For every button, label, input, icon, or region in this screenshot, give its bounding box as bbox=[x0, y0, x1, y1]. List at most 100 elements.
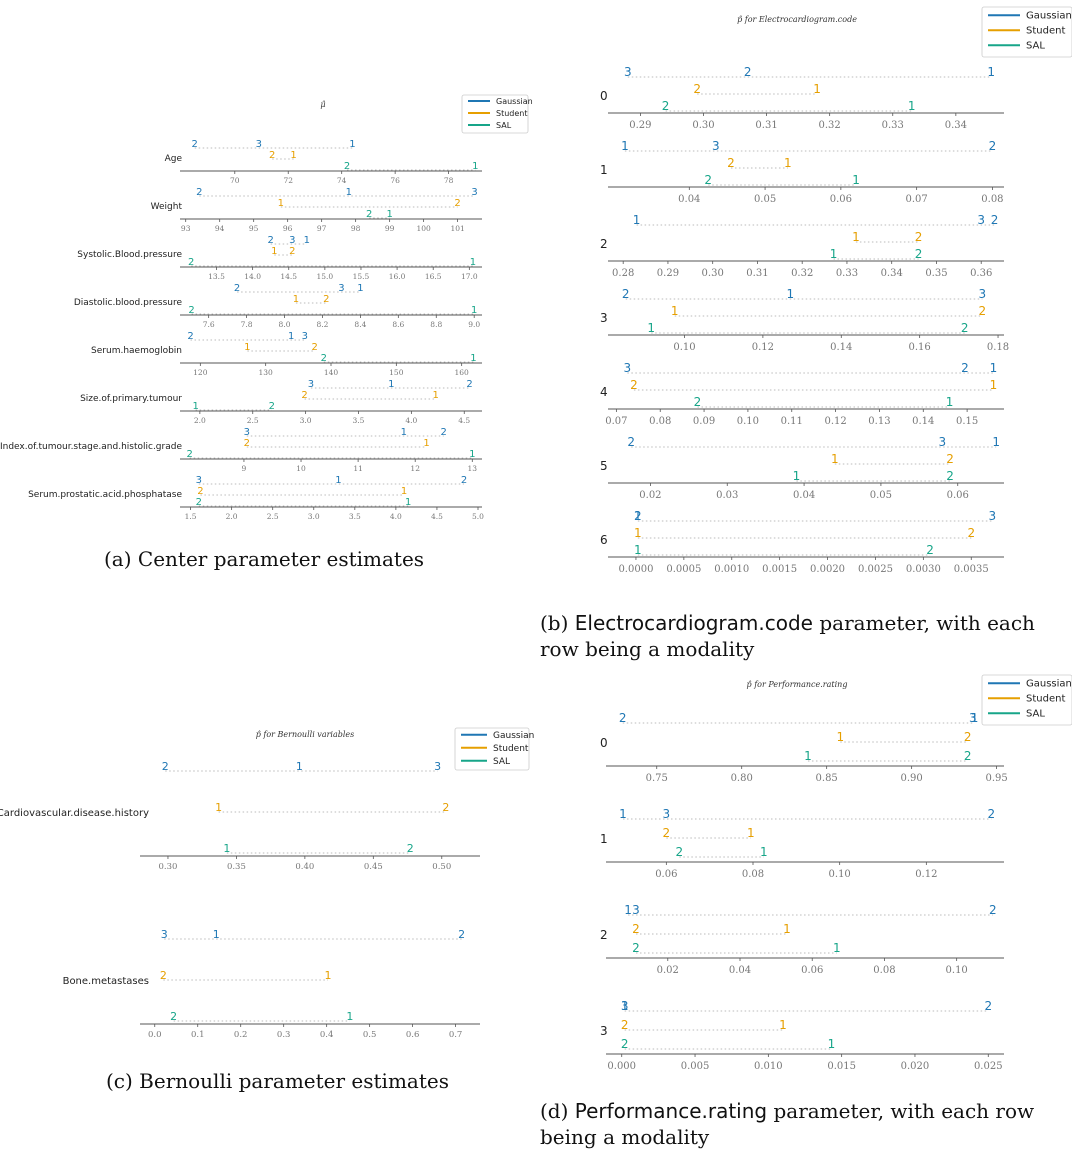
point-student-1: 1 bbox=[783, 922, 791, 936]
x-tick-label: 0.005 bbox=[681, 1061, 710, 1072]
x-tick-label: 0.85 bbox=[816, 773, 838, 784]
point-gaussian-2: 2 bbox=[984, 999, 992, 1013]
point-sal-2: 2 bbox=[946, 469, 954, 483]
row-label: 4 bbox=[600, 385, 608, 399]
x-tick-label: 0.34 bbox=[945, 120, 967, 131]
x-tick-label: 0.10 bbox=[946, 965, 968, 976]
x-tick-label: 4.0 bbox=[405, 416, 417, 425]
point-gaussian-2: 2 bbox=[196, 187, 202, 198]
row-label: 0 bbox=[600, 89, 608, 103]
x-tick-label: 0.30 bbox=[158, 862, 177, 872]
point-sal-1: 1 bbox=[760, 845, 768, 859]
point-gaussian-2: 2 bbox=[622, 287, 630, 301]
x-tick-label: 3.5 bbox=[349, 512, 361, 521]
x-tick-label: 0.06 bbox=[801, 965, 823, 976]
point-gaussian-1: 1 bbox=[213, 928, 220, 941]
x-tick-label: 99 bbox=[385, 224, 395, 233]
x-tick-label: 0.0025 bbox=[858, 564, 893, 575]
x-tick-label: 95 bbox=[249, 224, 259, 233]
point-student-2: 2 bbox=[630, 378, 638, 392]
point-sal-2: 2 bbox=[366, 209, 372, 220]
row-label: Index.of.tumour.stage.and.histolic.grade bbox=[0, 442, 182, 452]
x-tick-label: 130 bbox=[259, 368, 274, 377]
row-label: Bone.metastases bbox=[63, 976, 149, 987]
point-gaussian-1: 1 bbox=[621, 999, 629, 1013]
x-tick-label: 14.5 bbox=[280, 272, 297, 281]
x-tick-label: 94 bbox=[215, 224, 225, 233]
x-tick-label: 8.2 bbox=[316, 320, 328, 329]
point-gaussian-2: 2 bbox=[989, 903, 997, 917]
caption-d: (d) Performance.rating parameter, with e… bbox=[540, 1098, 1070, 1150]
x-tick-label: 0.14 bbox=[912, 416, 934, 427]
x-tick-label: 0.31 bbox=[746, 268, 768, 279]
x-tick-label: 76 bbox=[390, 176, 400, 185]
row-label: 6 bbox=[600, 533, 608, 547]
point-sal-1: 1 bbox=[908, 99, 916, 113]
caption-b-suffix: parameter, with each row being a modalit… bbox=[540, 611, 1035, 661]
x-tick-label: 98 bbox=[351, 224, 361, 233]
point-gaussian-1: 1 bbox=[990, 361, 998, 375]
point-gaussian-3: 3 bbox=[338, 283, 344, 294]
x-tick-label: 0.90 bbox=[901, 773, 923, 784]
row-label: Diastolic.blood.pressure bbox=[74, 298, 183, 308]
x-tick-label: 0.07 bbox=[605, 416, 627, 427]
point-gaussian-1: 1 bbox=[634, 509, 642, 523]
x-tick-label: 0.02 bbox=[639, 490, 661, 501]
point-sal-1: 1 bbox=[793, 469, 801, 483]
point-gaussian-2: 2 bbox=[234, 283, 240, 294]
point-gaussian-1: 1 bbox=[992, 435, 1000, 449]
point-gaussian-3: 3 bbox=[989, 509, 997, 523]
x-tick-label: 0.5 bbox=[363, 1030, 377, 1040]
point-student-2: 2 bbox=[289, 246, 295, 257]
point-sal-2: 2 bbox=[662, 99, 670, 113]
x-tick-label: 0.0020 bbox=[810, 564, 845, 575]
point-gaussian-1: 1 bbox=[619, 807, 627, 821]
point-gaussian-1: 1 bbox=[621, 139, 629, 153]
chart-electrocardiogram-code: p̂ for Electrocardiogram.code Gaussian Stu… bbox=[600, 6, 1072, 575]
point-student-2: 2 bbox=[269, 150, 275, 161]
x-tick-label: 10 bbox=[296, 464, 306, 473]
point-sal-2: 2 bbox=[676, 845, 684, 859]
row-label: Weight bbox=[151, 202, 183, 212]
row-label: Cardiovascular.disease.history bbox=[0, 808, 149, 819]
legend-label-gaussian: Gaussian bbox=[493, 731, 534, 741]
x-tick-label: 0.33 bbox=[882, 120, 904, 131]
point-student-2: 2 bbox=[727, 156, 735, 170]
point-student-1: 1 bbox=[290, 150, 296, 161]
x-tick-label: 0.010 bbox=[754, 1061, 783, 1072]
row-1: 1 0.06 0.08 0.10 0.12 1 2 3 1 2 1 2 bbox=[600, 807, 1004, 880]
x-tick-label: 0.50 bbox=[432, 862, 451, 872]
x-tick-label: 0.12 bbox=[824, 416, 846, 427]
point-gaussian-3: 3 bbox=[624, 65, 632, 79]
point-gaussian-3: 3 bbox=[663, 807, 671, 821]
point-student-1: 1 bbox=[813, 82, 821, 96]
x-tick-label: 0.06 bbox=[655, 869, 677, 880]
point-sal-2: 2 bbox=[187, 449, 193, 460]
row-label: 1 bbox=[600, 832, 608, 846]
x-tick-label: 0.08 bbox=[742, 869, 764, 880]
x-tick-label: 4.0 bbox=[390, 512, 402, 521]
row-label: Size.of.primary.tumour bbox=[80, 394, 182, 404]
row-1: Bone.metastases 0.0 0.1 0.2 0.3 0.4 0.5 0.6 0.7 1… bbox=[63, 928, 480, 1040]
x-tick-label: 140 bbox=[324, 368, 339, 377]
row-6: 6 0.0000 0.0005 0.0010 0.0015 0.0020 0.0025 0.0… bbox=[600, 509, 1004, 575]
x-tick-label: 120 bbox=[193, 368, 208, 377]
row-2: 20.28 0.29 0.30 0.31 0.32 0.33 0.34 0.35 0.361 23… bbox=[600, 213, 1004, 279]
point-sal-1: 1 bbox=[634, 543, 642, 557]
x-tick-label: 8.4 bbox=[354, 320, 366, 329]
x-tick-label: 5.0 bbox=[472, 512, 484, 521]
point-sal-2: 2 bbox=[196, 497, 202, 508]
x-tick-label: 0.09 bbox=[693, 416, 715, 427]
point-sal-1: 1 bbox=[405, 497, 411, 508]
caption-a: (a) Center parameter estimates bbox=[104, 547, 425, 571]
point-gaussian-3: 3 bbox=[471, 187, 477, 198]
legend-label-gaussian: Gaussian bbox=[1026, 10, 1072, 21]
x-tick-label: 0.29 bbox=[629, 120, 651, 131]
legend-label-student: Student bbox=[1026, 693, 1065, 704]
point-student-1: 1 bbox=[401, 486, 407, 497]
point-student-1: 1 bbox=[244, 342, 250, 353]
point-gaussian-3: 3 bbox=[632, 903, 640, 917]
